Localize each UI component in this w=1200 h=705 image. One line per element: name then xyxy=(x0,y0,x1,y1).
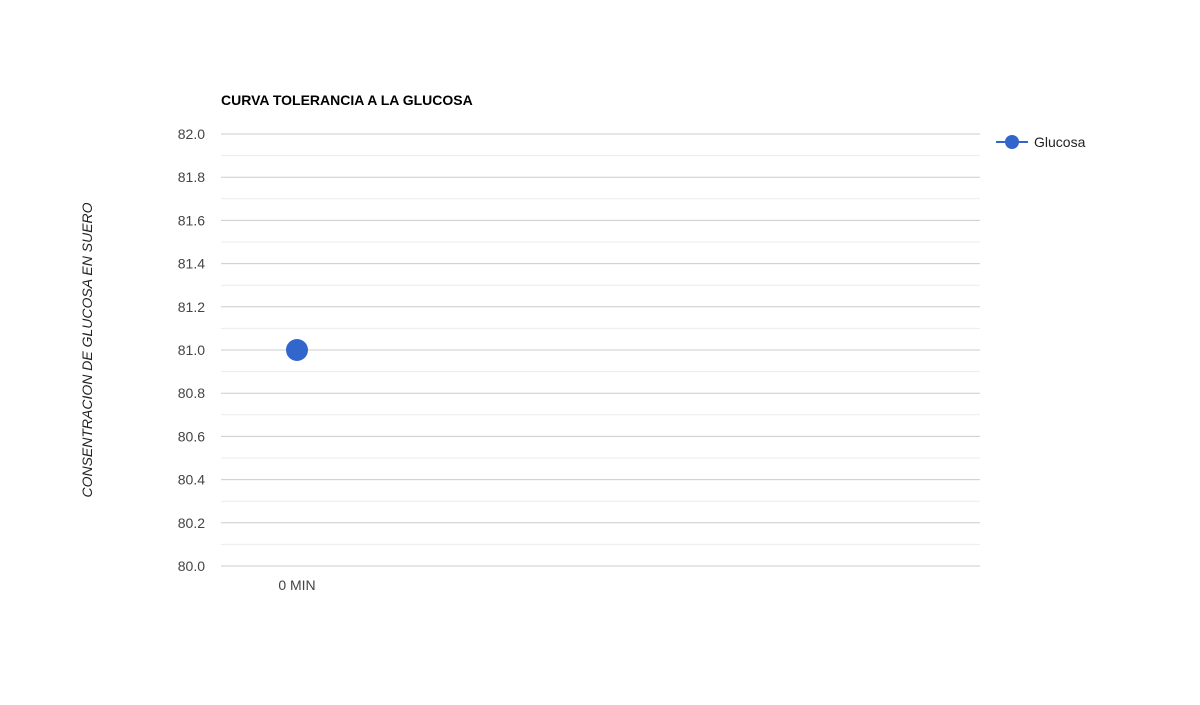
y-tick-label: 80.6 xyxy=(178,428,205,444)
data-point[interactable] xyxy=(286,339,308,361)
x-tick-label: 0 MIN xyxy=(278,577,315,593)
y-tick-label: 81.6 xyxy=(178,212,205,228)
legend-marker xyxy=(1005,135,1019,149)
y-tick-label: 80.4 xyxy=(178,472,205,488)
minor-gridlines xyxy=(221,155,980,545)
y-tick-label: 80.2 xyxy=(178,515,205,531)
y-tick-label: 81.8 xyxy=(178,169,205,185)
y-tick-label: 81.0 xyxy=(178,342,205,358)
y-tick-label: 80.0 xyxy=(178,558,205,574)
y-axis-ticks: 80.0 80.2 80.4 80.6 80.8 81.0 81.2 81.4 81.6 81.8… xyxy=(178,126,205,574)
major-gridlines xyxy=(221,133,980,567)
series-layer xyxy=(286,339,308,361)
y-tick-label: 81.2 xyxy=(178,299,205,315)
x-axis-ticks: 0 MIN xyxy=(278,577,315,593)
y-tick-label: 81.4 xyxy=(178,256,205,272)
y-tick-label: 82.0 xyxy=(178,126,205,142)
legend-label-glucosa: Glucosa xyxy=(1034,134,1086,150)
y-tick-label: 80.8 xyxy=(178,385,205,401)
chart-title: CURVA TOLERANCIA A LA GLUCOSA xyxy=(221,92,473,108)
legend[interactable]: Glucosa xyxy=(996,134,1086,150)
y-axis-title: CONSENTRACION DE GLUCOSA EN SUERO xyxy=(79,202,95,497)
